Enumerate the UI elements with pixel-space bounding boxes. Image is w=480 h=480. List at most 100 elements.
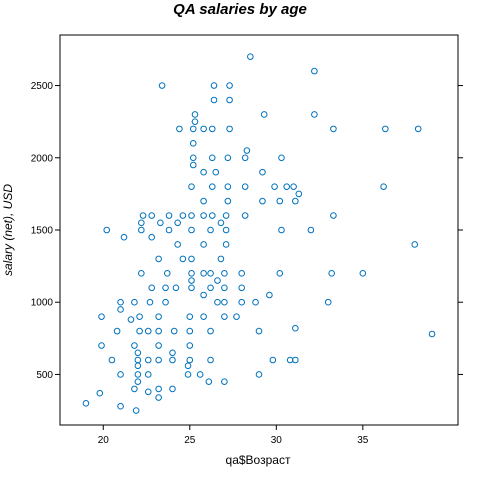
data-point (98, 342, 105, 349)
data-point (200, 291, 207, 299)
data-point (131, 385, 138, 393)
data-point (96, 389, 104, 397)
data-point (138, 226, 145, 234)
data-point (241, 183, 249, 190)
data-point (188, 284, 195, 292)
data-point (184, 371, 192, 378)
data-point (191, 111, 199, 118)
data-point (200, 212, 207, 219)
data-point (266, 291, 273, 299)
x-tick-label: 30 (271, 435, 283, 446)
data-point (238, 284, 245, 292)
y-tick-label: 2500 (31, 81, 54, 92)
data-point (163, 270, 171, 277)
data-point (207, 284, 214, 292)
data-point (148, 233, 156, 241)
data-point (269, 356, 277, 364)
data-point (98, 313, 105, 320)
data-point (188, 226, 195, 234)
data-point (217, 255, 225, 263)
data-point (117, 298, 124, 306)
data-point (207, 270, 214, 277)
data-point (186, 327, 194, 335)
data-point (222, 212, 230, 219)
data-point (179, 212, 187, 219)
data-point (134, 362, 142, 370)
y-tick-label: 500 (36, 370, 53, 381)
data-point (189, 161, 197, 169)
data-point (241, 154, 249, 162)
data-point (108, 356, 116, 364)
data-point (414, 125, 422, 133)
data-point (226, 96, 233, 104)
data-point (188, 255, 195, 263)
data-point (169, 385, 176, 393)
data-point (139, 212, 147, 219)
y-axis: 500 1000 1500 2000 2500 (31, 81, 463, 381)
data-point (162, 298, 169, 306)
data-point (169, 349, 176, 357)
data-point (131, 298, 138, 306)
data-point (117, 402, 124, 410)
data-point (176, 125, 183, 133)
data-point (189, 154, 197, 162)
data-point (144, 327, 152, 335)
data-point (241, 212, 249, 219)
data-point (117, 306, 124, 313)
data-point (162, 284, 169, 292)
data-point (330, 125, 337, 133)
data-point (155, 327, 162, 335)
data-point (259, 168, 266, 176)
data-point (157, 219, 164, 227)
data-point (188, 212, 195, 219)
data-point (324, 298, 332, 306)
x-axis: 20 25 30 35 (98, 425, 369, 446)
data-point (134, 349, 142, 357)
data-point (208, 183, 216, 190)
data-point (311, 67, 318, 75)
data-point (155, 255, 162, 263)
data-point (200, 168, 207, 176)
data-point (155, 394, 162, 401)
data-point (132, 407, 140, 414)
data-point (212, 168, 220, 176)
y-tick-label: 1000 (31, 298, 54, 309)
data-point (191, 118, 199, 125)
x-tick-label: 25 (184, 435, 196, 446)
data-point (186, 356, 194, 364)
data-point (188, 183, 195, 190)
data-point (295, 190, 303, 198)
data-point (247, 53, 254, 60)
data-point (208, 212, 216, 219)
data-point (328, 270, 335, 277)
data-point (214, 298, 221, 306)
y-tick-label: 1500 (31, 226, 54, 237)
data-point (380, 183, 387, 190)
data-point (134, 371, 142, 378)
data-point (278, 154, 285, 162)
data-point (307, 226, 315, 234)
data-point (188, 270, 195, 277)
data-point (148, 284, 156, 292)
plot-frame (59, 34, 459, 426)
data-point (200, 125, 207, 133)
data-point (276, 270, 284, 277)
data-point (255, 327, 263, 335)
data-point (200, 197, 207, 205)
data-point (144, 356, 152, 364)
data-point (330, 212, 337, 219)
x-tick-label: 20 (98, 435, 110, 446)
data-point (134, 378, 142, 385)
data-point (428, 330, 436, 338)
data-point (127, 316, 135, 323)
data-point (136, 313, 143, 320)
chart-title: QA salaries by age (173, 1, 307, 18)
data-point (205, 378, 213, 385)
data-point (144, 371, 152, 378)
data-point (359, 270, 367, 277)
data-point (210, 82, 218, 89)
data-point (224, 183, 232, 190)
data-point (172, 284, 180, 292)
data-point (283, 183, 290, 190)
data-point (214, 277, 221, 284)
